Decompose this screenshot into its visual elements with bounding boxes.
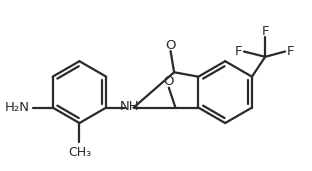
Text: O: O	[163, 75, 174, 88]
Text: O: O	[165, 39, 176, 52]
Text: F: F	[235, 45, 242, 58]
Text: F: F	[261, 25, 269, 38]
Text: CH₃: CH₃	[68, 146, 91, 159]
Text: H₂N: H₂N	[4, 101, 29, 114]
Text: F: F	[287, 45, 294, 58]
Text: NH: NH	[119, 100, 139, 113]
